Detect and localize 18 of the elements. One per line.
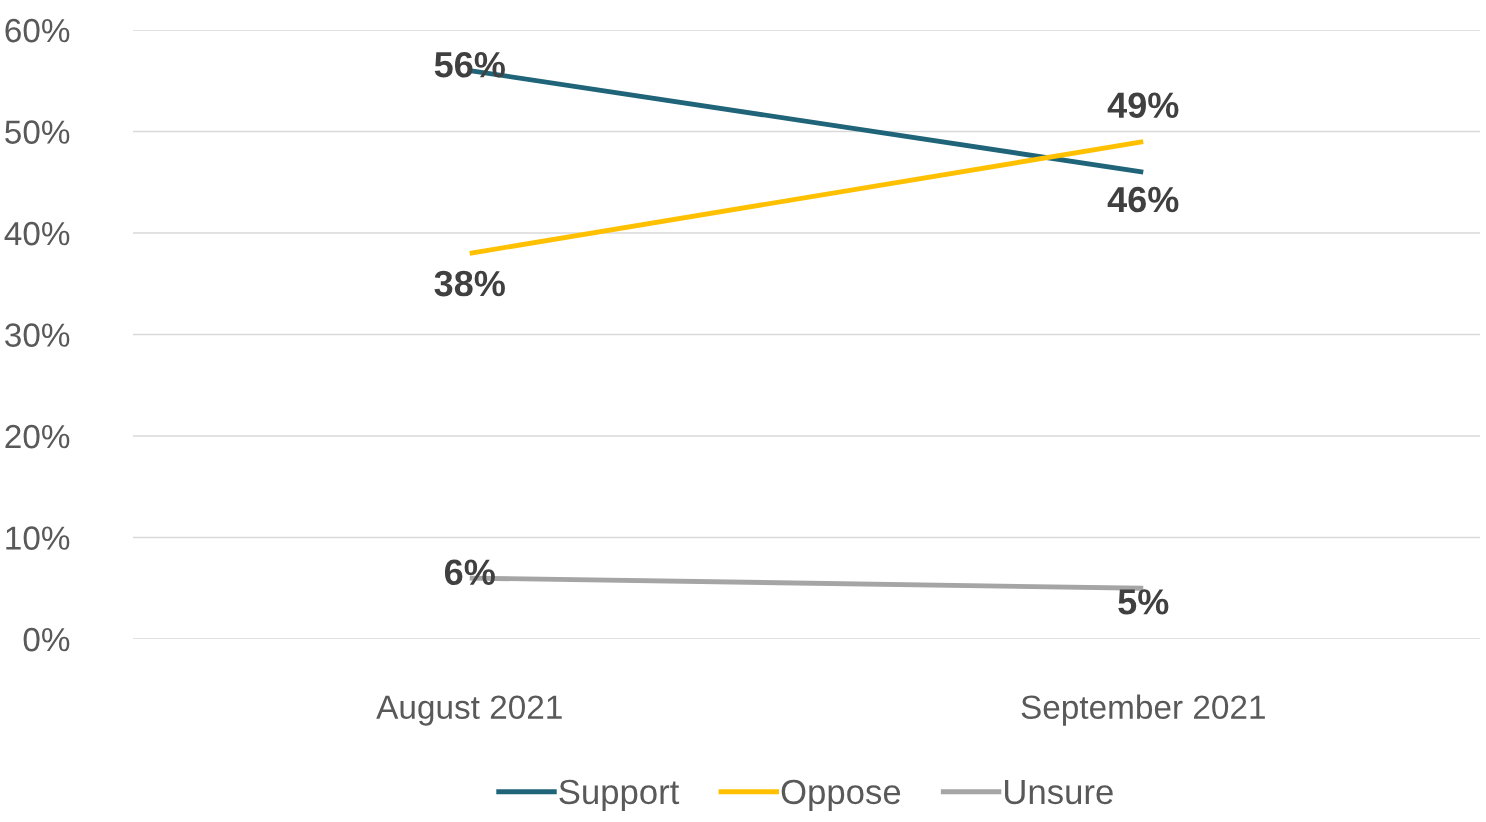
data-label: 6% <box>444 559 495 586</box>
legend-label: Oppose <box>781 779 901 812</box>
x-tick-label: August 2021 <box>376 695 562 726</box>
legend-label: Support <box>559 779 680 812</box>
y-tick-label: 40% <box>4 221 70 246</box>
data-label: 5% <box>1118 589 1169 615</box>
y-tick-label: 50% <box>5 120 70 144</box>
data-label: 46% <box>1107 186 1179 213</box>
y-tick-label: 60% <box>5 18 70 43</box>
legend-label: Unsure <box>1005 780 1113 805</box>
y-tick-label: 10% <box>6 526 70 550</box>
data-label: 38% <box>434 270 505 297</box>
y-tick-label: 0% <box>23 627 70 652</box>
x-tick-label: September 2021 <box>1021 694 1265 726</box>
y-tick-label: 30% <box>5 323 70 347</box>
y-tick-label: 20% <box>5 424 70 449</box>
data-label: 56% <box>434 51 505 78</box>
data-label: 49% <box>1107 92 1179 119</box>
